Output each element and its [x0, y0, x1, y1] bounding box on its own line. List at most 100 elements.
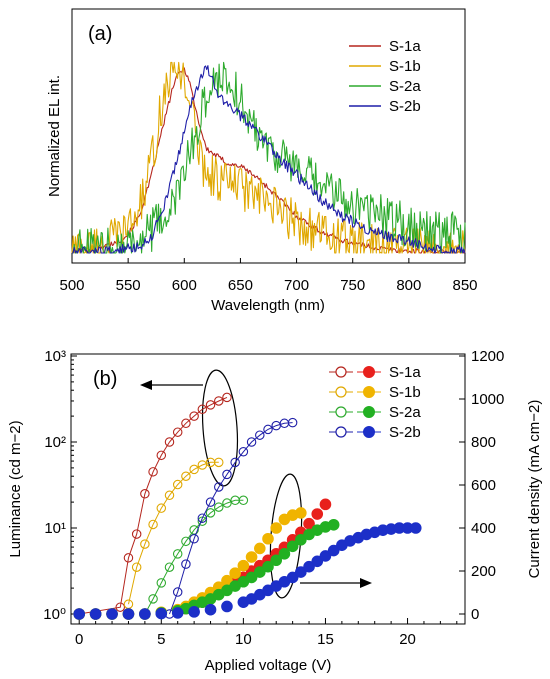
panel-a-emission-spectra: (a) 500 550 600 650 700 750 800 850 S-1a S-1b S-2…: [46, 8, 478, 314]
luminance-point-s-2a: [238, 495, 249, 506]
panel-b-right-tick-label: 200: [471, 563, 496, 580]
luminance-line-s-2a: [144, 499, 244, 615]
luminance-point-s-1b: [123, 599, 134, 609]
luminance-point-s-2a: [172, 549, 183, 559]
luminance-point-s-1a: [189, 411, 199, 421]
legend-filled-marker-s-2a: [363, 406, 375, 418]
panel-a-x-tick-label: 650: [228, 277, 253, 294]
panel-b-right-tick-label: 400: [471, 520, 496, 537]
luminance-point-s-1a: [205, 400, 216, 410]
panel-b-left-y-ticks: 10⁰ 10¹ 10² 10³: [43, 348, 77, 623]
current-point-s-2b: [204, 603, 217, 616]
current-point-s-1a: [319, 498, 332, 511]
panel-b-x-ticks: 0 5 10 15 20: [75, 618, 458, 648]
panel-b-right-tick-label: 0: [471, 606, 479, 623]
legend-filled-marker-s-2b: [363, 426, 375, 438]
panel-b-label: (b): [93, 368, 117, 390]
current-point-s-1b: [229, 567, 241, 579]
legend-label-s-2a: S-2a: [389, 404, 421, 421]
luminance-point-s-1a: [123, 553, 134, 563]
luminance-point-s-1a: [164, 437, 175, 447]
luminance-point-s-1a: [214, 396, 224, 406]
current-point-s-2a: [286, 540, 299, 553]
luminance-group-ellipse: [201, 369, 239, 487]
panel-b-x-tick-label: 5: [157, 631, 165, 648]
current-point-s-2b: [122, 608, 135, 620]
series-line-s-2a: [72, 61, 466, 254]
luminance-point-s-1b: [140, 539, 150, 549]
current-point-s-2b: [286, 571, 299, 584]
luminance-point-s-2a: [164, 562, 175, 572]
current-point-s-1b: [245, 551, 258, 563]
panel-a-label: (a): [88, 23, 112, 45]
legend-label-s-1a: S-1a: [389, 364, 421, 381]
luminance-point-s-2b: [181, 559, 191, 569]
luminance-point-s-1a: [115, 602, 126, 612]
series-line-s-2b: [71, 65, 466, 254]
luminance-point-s-1b: [131, 562, 142, 572]
series-line-s-1b: [71, 61, 466, 254]
panel-a-series: [71, 61, 466, 254]
legend-label-s-2b: S-2b: [389, 98, 421, 115]
luminance-point-s-1b: [148, 519, 158, 530]
luminance-point-s-2b: [255, 430, 265, 440]
luminance-arrow-head: [140, 380, 152, 390]
current-point-s-2a: [278, 547, 291, 560]
luminance-point-s-2b: [263, 424, 273, 435]
current-point-s-2b: [303, 560, 315, 573]
current-point-s-2b: [327, 544, 340, 557]
legend-label-s-1b: S-1b: [389, 384, 421, 401]
current-point-s-2b: [295, 566, 307, 578]
current-point-s-2b: [171, 607, 184, 619]
luminance-point-s-1b: [189, 464, 199, 475]
luminance-point-s-1a: [140, 489, 150, 499]
panel-b-x-tick-label: 10: [235, 631, 252, 648]
legend-open-marker-s-1b: [335, 386, 347, 398]
panel-a-x-axis-label: Wavelength (nm): [211, 297, 325, 314]
panel-b-device-performance: (b) 0 5 10 15 20 10⁰ 10¹ 10² 10³ 0 200 400 600 800 1…: [7, 348, 543, 674]
legend-filled-marker-s-1a: [363, 366, 375, 378]
current-point-s-2b: [319, 550, 332, 562]
luminance-point-s-2b: [246, 437, 257, 447]
panel-a-legend: S-1a S-1b S-2a S-2b: [349, 38, 421, 115]
current-point-s-2b: [221, 600, 233, 613]
current-point-s-2a: [262, 560, 274, 573]
luminance-point-s-1b: [164, 490, 175, 501]
current-point-s-2b: [311, 555, 324, 568]
luminance-point-s-1a: [197, 404, 208, 415]
panel-a-plot-frame: [71, 8, 466, 264]
panel-a-x-tick-label: 850: [452, 277, 477, 294]
legend-label-s-2a: S-2a: [389, 78, 421, 95]
luminance-point-s-1b: [156, 503, 167, 513]
panel-b-right-tick-label: 1200: [471, 348, 504, 365]
luminance-point-s-2a: [156, 578, 167, 588]
current-point-s-1b: [295, 507, 307, 519]
panel-b-legend: S-1a S-1b S-2a S-2b: [329, 364, 421, 441]
current-point-s-2a: [270, 554, 283, 567]
luminance-point-s-1b: [181, 471, 191, 481]
panel-a-x-ticks: 500 550 600 650 700 750 800 850: [59, 258, 478, 294]
luminance-point-s-2a: [181, 536, 191, 547]
current-point-s-1a: [311, 508, 324, 520]
legend-open-marker-s-2a: [335, 406, 347, 418]
legend-label-s-1b: S-1b: [389, 58, 421, 75]
luminance-point-s-2b: [230, 457, 240, 468]
luminance-point-s-1b: [172, 479, 183, 490]
panel-a-x-tick-label: 750: [340, 277, 365, 294]
luminance-point-s-2b: [214, 482, 224, 492]
luminance-point-s-1a: [181, 418, 191, 429]
luminance-point-s-2a: [197, 516, 208, 526]
panel-a-x-tick-label: 500: [59, 277, 84, 294]
current-point-s-2b: [155, 607, 168, 620]
panel-b-right-y-ticks: 0 200 400 600 800 1000 1200: [459, 348, 504, 623]
panel-b-left-tick-label: 10³: [44, 348, 66, 365]
panel-b-series: [73, 392, 422, 620]
panel-b-left-y-axis-label: Luminance (cd m−2): [7, 420, 24, 557]
current-arrow-head: [360, 578, 372, 588]
luminance-point-s-2b: [189, 533, 199, 544]
luminance-point-s-2b: [197, 513, 208, 523]
current-point-s-2a: [245, 571, 258, 584]
current-point-s-2a: [327, 518, 340, 531]
legend-open-marker-s-1a: [335, 366, 347, 378]
